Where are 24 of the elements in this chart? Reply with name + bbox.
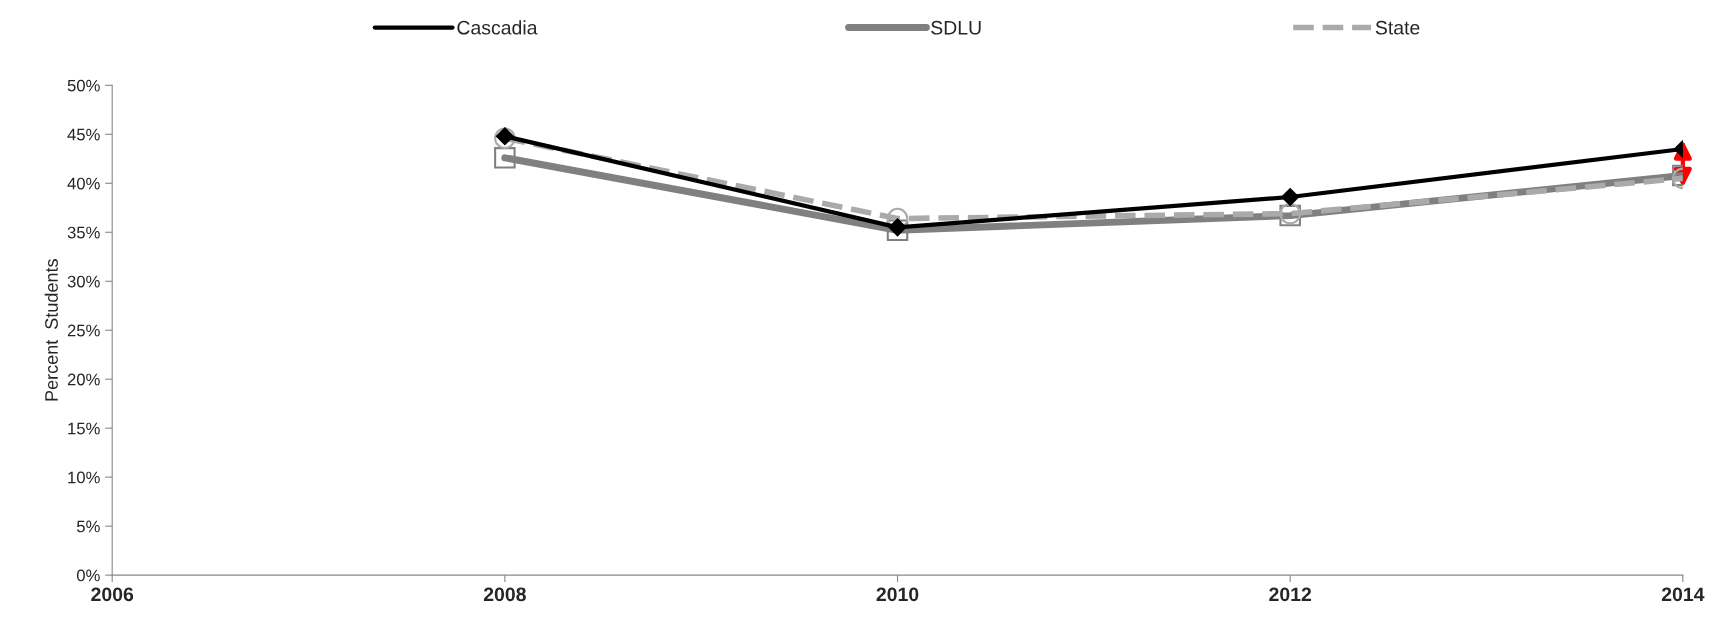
y-tick-label: 30%: [67, 275, 100, 288]
y-tick-label: 15%: [68, 422, 100, 435]
y-tick-label: 45%: [67, 128, 100, 141]
y-tick-label: 5%: [76, 520, 100, 533]
x-tick-label: 2008: [483, 587, 526, 602]
y-tick-label: 10%: [68, 471, 100, 484]
legend-label: SDLU: [931, 20, 981, 35]
x-tick-label: 2010: [876, 587, 919, 602]
legend-label: Cascadia: [457, 20, 538, 35]
y-tick-label: 40%: [67, 177, 100, 190]
x-tick-label: 2006: [91, 587, 134, 602]
point: [1281, 188, 1300, 206]
y-tick-label: 35%: [67, 226, 100, 239]
point: [886, 219, 909, 242]
point: [888, 218, 907, 237]
y-tick-label: 0%: [76, 569, 100, 582]
y-tick-label: 25%: [67, 324, 100, 337]
x-tick-label: 2012: [1269, 587, 1312, 602]
point: [494, 147, 516, 169]
x-tick-label: 2014: [1661, 587, 1705, 602]
legend-label: State: [1375, 20, 1420, 35]
y-axis-title: Percent Students: [44, 259, 58, 401]
y-tick-label: 20%: [67, 373, 100, 386]
y-tick-label: 50%: [67, 79, 100, 92]
